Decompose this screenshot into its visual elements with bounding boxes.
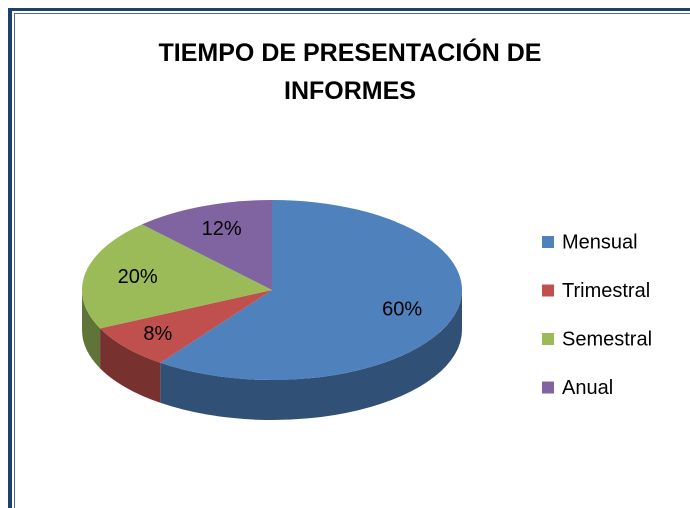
data-label: 20% [118, 266, 158, 288]
pie-side [82, 290, 101, 369]
pie-slice [141, 200, 272, 290]
data-label: 12% [202, 218, 242, 240]
legend-label: Mensual [562, 231, 638, 253]
pie-slice [82, 224, 272, 329]
legend-swatch [542, 381, 554, 394]
data-label: 60% [382, 298, 422, 320]
data-label: 8% [143, 323, 172, 345]
pie-side [160, 290, 462, 420]
chart-title: TIEMPO DE PRESENTACIÓN DE INFORMES [158, 39, 542, 105]
legend-label: Semestral [562, 328, 652, 350]
inner-frame [14, 13, 690, 508]
pie-side [100, 328, 161, 403]
frame [8, 8, 690, 508]
legend-swatch [542, 284, 554, 297]
pie-slice [100, 290, 273, 363]
legend-label: Anual [562, 377, 613, 399]
legend-label: Trimestral [562, 280, 650, 302]
legend-swatch [542, 333, 554, 345]
legend-swatch [542, 236, 554, 248]
pie-slice [160, 200, 463, 380]
